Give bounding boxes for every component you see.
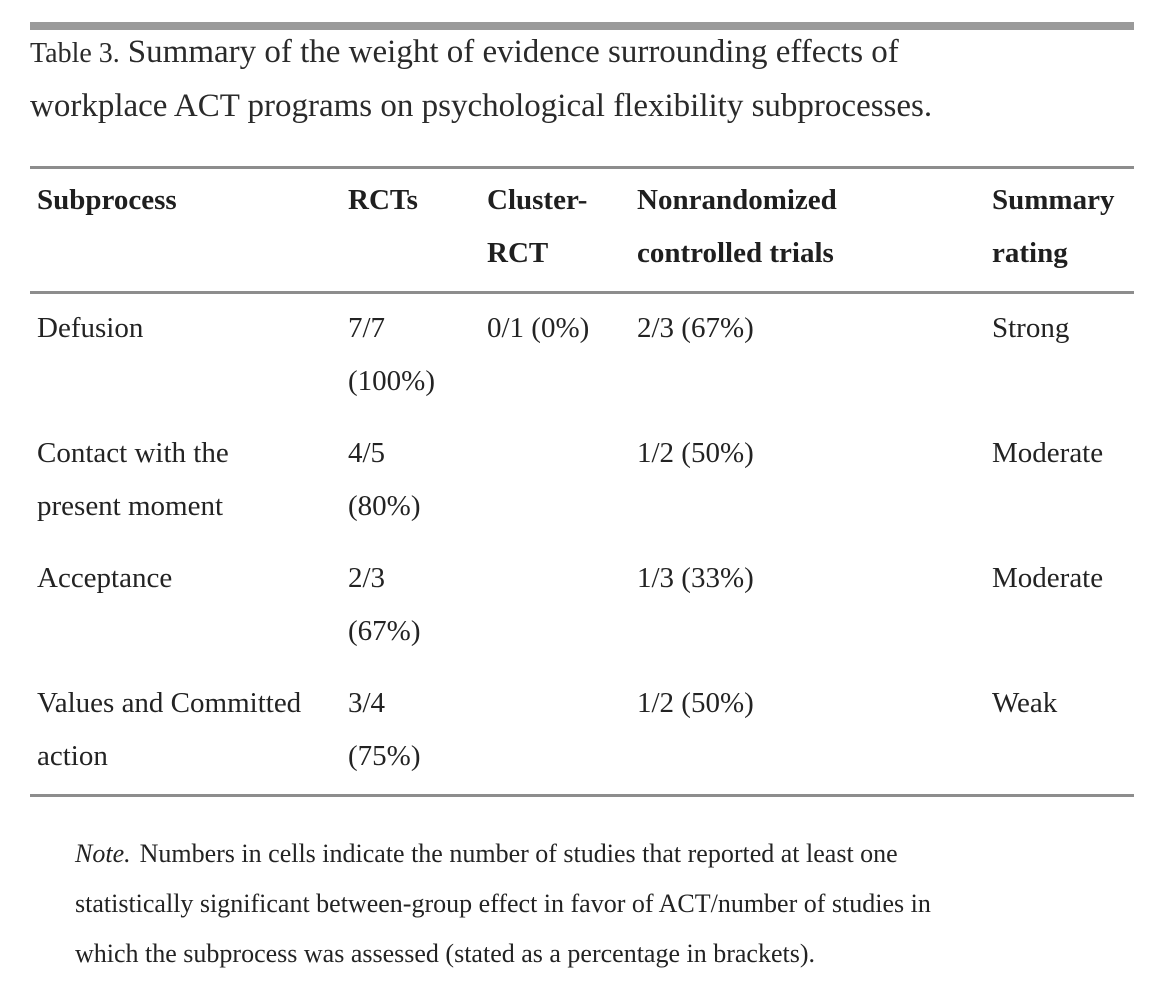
header-line: Summary — [992, 184, 1115, 216]
cell-summary-rating: Moderate — [992, 427, 1134, 480]
header-line: Cluster- — [487, 184, 588, 216]
note-line-3: which the subprocess was assessed (state… — [75, 939, 816, 968]
header-cluster-rct: Cluster- RCT — [487, 174, 637, 280]
cell-line: Defusion — [37, 312, 144, 344]
cell-rcts: 7/7 (100%) — [348, 302, 487, 408]
header-line: rating — [992, 237, 1068, 269]
cell-rcts: 2/3 (67%) — [348, 552, 487, 658]
cell-rcts: 3/4 (75%) — [348, 677, 487, 783]
cell-line: 7/7 — [348, 312, 386, 344]
table-number-label: Table 3. — [30, 38, 120, 69]
cell-line: (100%) — [348, 365, 435, 397]
note-line-2: statistically significant between-group … — [75, 889, 931, 918]
cell-line: (75%) — [348, 740, 421, 772]
cell-line: (80%) — [348, 490, 421, 522]
cell-subprocess: Acceptance — [30, 552, 348, 605]
cell-subprocess: Defusion — [30, 302, 348, 355]
cell-line: 0/1 (0%) — [487, 312, 590, 344]
note-text-line1: Numbers in cells indicate the number of … — [139, 839, 898, 868]
note-lead: Note. — [75, 839, 131, 868]
cell-line: 2/3 — [348, 562, 386, 594]
header-line: Subprocess — [37, 184, 177, 216]
header-line: controlled trials — [637, 237, 834, 269]
paper-table-page: Table 3. Summary of the weight of evidenc… — [0, 22, 1156, 979]
table-rule-header-bottom — [30, 291, 1134, 294]
cell-line: Moderate — [992, 437, 1104, 469]
caption-line-1: Table 3. Summary of the weight of evidenc… — [30, 26, 1090, 80]
cell-summary-rating: Moderate — [992, 552, 1134, 605]
table-row: Contact with the present moment 4/5 (80%… — [30, 419, 1134, 544]
table-row: Acceptance 2/3 (67%) 1/3 (33%) Moderate — [30, 544, 1134, 669]
cell-line: 2/3 (67%) — [637, 312, 754, 344]
cell-line: 1/3 (33%) — [637, 562, 754, 594]
header-line: RCTs — [348, 184, 418, 216]
caption-line-2: workplace ACT programs on psychological … — [30, 88, 933, 124]
cell-line: Weak — [992, 687, 1058, 719]
table-header-row: Subprocess RCTs Cluster- RCT Nonrandomiz… — [30, 169, 1134, 280]
table-rule-bottom — [30, 794, 1134, 797]
header-line: RCT — [487, 237, 549, 269]
cell-nonrandomized: 1/2 (50%) — [637, 427, 992, 480]
top-border-bar — [30, 22, 1134, 30]
cell-line: 1/2 (50%) — [637, 437, 754, 469]
cell-rcts: 4/5 (80%) — [348, 427, 487, 533]
cell-nonrandomized: 1/2 (50%) — [637, 677, 992, 730]
cell-cluster-rct: 0/1 (0%) — [487, 302, 637, 355]
header-subprocess: Subprocess — [30, 174, 348, 227]
cell-line: Strong — [992, 312, 1070, 344]
cell-summary-rating: Weak — [992, 677, 1134, 730]
table-row: Defusion 7/7 (100%) 0/1 (0%) 2/3 (67%) S… — [30, 294, 1134, 419]
cell-line: 1/2 (50%) — [637, 687, 754, 719]
cell-line: (67%) — [348, 615, 421, 647]
cell-line: Values and Committed — [37, 687, 302, 719]
cell-line: Contact with the — [37, 437, 229, 469]
cell-line: 3/4 — [348, 687, 386, 719]
table-caption: Table 3. Summary of the weight of evidenc… — [30, 26, 1090, 132]
header-nonrandomized: Nonrandomized controlled trials — [637, 174, 992, 280]
cell-subprocess: Values and Committed action — [30, 677, 348, 783]
cell-subprocess: Contact with the present moment — [30, 427, 348, 533]
table-note: Note. Numbers in cells indicate the numbe… — [30, 829, 1134, 979]
cell-line: action — [37, 740, 108, 772]
header-summary-rating: Summary rating — [992, 174, 1134, 280]
table-row: Values and Committed action 3/4 (75%) 1/… — [30, 669, 1134, 794]
cell-line: Acceptance — [37, 562, 173, 594]
header-rcts: RCTs — [348, 174, 487, 227]
cell-line: 4/5 — [348, 437, 386, 469]
header-line: Nonrandomized — [637, 184, 837, 216]
table-rule-top — [30, 166, 1134, 169]
cell-nonrandomized: 1/3 (33%) — [637, 552, 992, 605]
cell-nonrandomized: 2/3 (67%) — [637, 302, 992, 355]
cell-line: Moderate — [992, 562, 1104, 594]
note-line-1: Note. Numbers in cells indicate the numbe… — [75, 829, 1104, 879]
cell-line: present moment — [37, 490, 224, 522]
caption-text-line1: Summary of the weight of evidence surrou… — [127, 34, 899, 70]
cell-summary-rating: Strong — [992, 302, 1134, 355]
